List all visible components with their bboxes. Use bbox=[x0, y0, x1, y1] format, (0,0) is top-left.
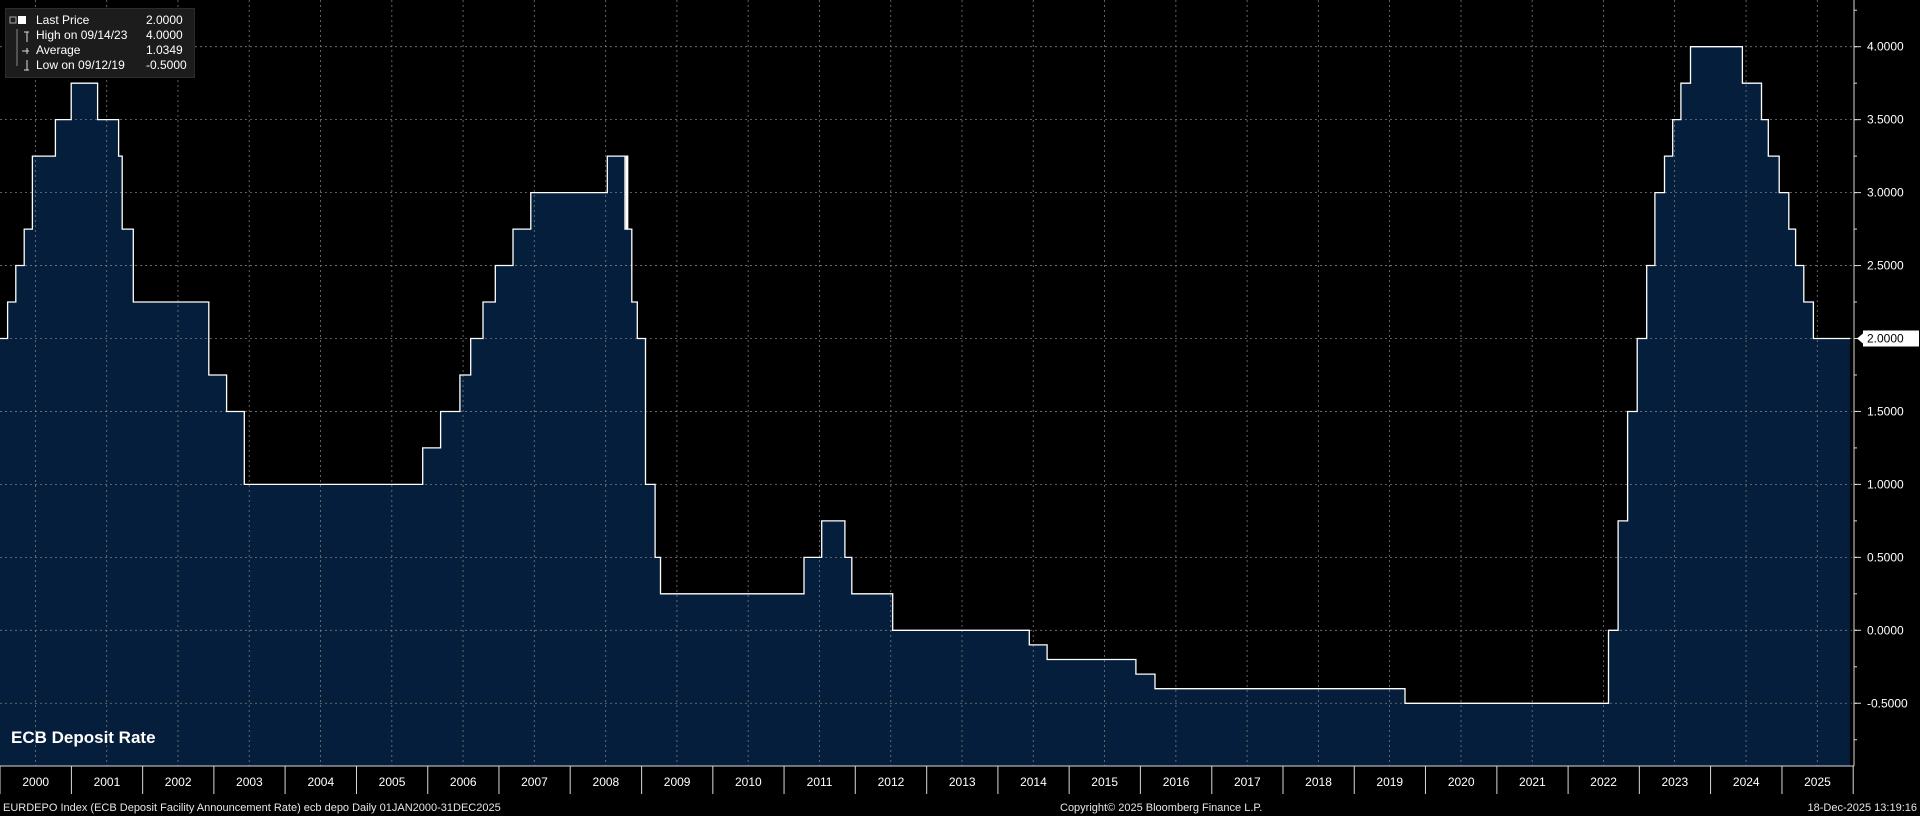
x-axis-tick-label: 2010 bbox=[735, 775, 762, 789]
low-marker-icon bbox=[9, 58, 30, 73]
x-axis-tick-label: 2025 bbox=[1804, 775, 1831, 789]
y-axis-tick-label: 4.0000 bbox=[1867, 40, 1904, 54]
chart-legend: Last Price 2.0000 High on 09/14/23 4.000… bbox=[5, 8, 195, 78]
x-axis-tick-label: 2020 bbox=[1448, 775, 1475, 789]
x-axis-tick-label: 2024 bbox=[1733, 775, 1760, 789]
y-axis-tick-label: 3.0000 bbox=[1867, 186, 1904, 200]
y-axis-tick-label: 1.5000 bbox=[1867, 404, 1904, 418]
y-axis-tick-label: 0.5000 bbox=[1867, 550, 1904, 564]
legend-label: Last Price bbox=[36, 13, 90, 27]
x-axis-tick-label: 2007 bbox=[521, 775, 548, 789]
y-axis-tick-label: 2.5000 bbox=[1867, 259, 1904, 273]
y-axis-tick-label: 1.0000 bbox=[1867, 477, 1904, 491]
x-axis-tick-label: 2011 bbox=[807, 775, 833, 789]
high-marker-icon bbox=[9, 28, 30, 43]
legend-label: High on 09/14/23 bbox=[36, 28, 128, 42]
x-axis-tick-label: 2021 bbox=[1519, 775, 1546, 789]
legend-value: -0.5000 bbox=[146, 58, 187, 72]
average-marker-icon bbox=[9, 43, 32, 58]
y-axis-tick-label: 0.0000 bbox=[1867, 623, 1904, 637]
last-value-badge bbox=[1863, 330, 1919, 347]
legend-value: 1.0349 bbox=[146, 43, 183, 57]
x-axis-tick-label: 2017 bbox=[1234, 775, 1261, 789]
legend-label: Average bbox=[36, 43, 81, 57]
filled-square-icon bbox=[9, 13, 29, 28]
last-value-pointer bbox=[1857, 333, 1863, 344]
x-axis-tick-label: 2009 bbox=[664, 775, 691, 789]
legend-value: 4.0000 bbox=[146, 28, 183, 42]
x-axis-tick-label: 2013 bbox=[949, 775, 976, 789]
last-value-label: 2.0000 bbox=[1867, 331, 1904, 345]
x-axis-tick-label: 2006 bbox=[450, 775, 477, 789]
last-value-marker: 2.0000 bbox=[1857, 330, 1919, 347]
legend-value: 2.0000 bbox=[146, 13, 183, 27]
footer-copyright: Copyright© 2025 Bloomberg Finance L.P. bbox=[1060, 802, 1263, 814]
x-axis-tick-label: 2004 bbox=[307, 775, 334, 789]
area-fill-layer bbox=[0, 46, 1851, 766]
legend-label: Low on 09/12/19 bbox=[36, 58, 125, 72]
y-axis-tick-label: 3.5000 bbox=[1867, 113, 1904, 127]
x-axis-tick-label: 2022 bbox=[1590, 775, 1617, 789]
series-area bbox=[0, 46, 1851, 766]
x-axis-tick-label: 2015 bbox=[1091, 775, 1118, 789]
y-axis-tick-labels: 4.0000 3.5000 3.0000 2.5000 2.0000 1.5000 1.00… bbox=[1854, 9, 1908, 741]
x-axis-tick-label: 2001 bbox=[94, 775, 121, 789]
x-axis-tick-label: 2005 bbox=[379, 775, 406, 789]
y-axis-tick-label: -0.5000 bbox=[1867, 696, 1908, 710]
x-axis-tick-label: 2008 bbox=[593, 775, 620, 789]
x-axis-tick-label: 2019 bbox=[1376, 775, 1403, 789]
grid-lines bbox=[0, 0, 1853, 766]
x-axis-tick-label: 2014 bbox=[1020, 775, 1047, 789]
series-line bbox=[0, 46, 1851, 704]
x-axis-tick-label: 2003 bbox=[236, 775, 263, 789]
x-axis-tick-label: 2016 bbox=[1163, 775, 1190, 789]
x-axis-tick-label: 2018 bbox=[1305, 775, 1332, 789]
x-axis-tick-label: 2002 bbox=[165, 775, 192, 789]
x-axis-tick-label: 2000 bbox=[22, 775, 49, 789]
series-line-layer bbox=[0, 46, 1851, 766]
chart-title: ECB Deposit Rate bbox=[11, 728, 156, 747]
x-axis-tick-label: 2023 bbox=[1661, 775, 1688, 789]
footer-timestamp: 18-Dec-2025 13:19:16 bbox=[1807, 802, 1917, 814]
x-axis-tick-labels: 2000 2001 2002 2003 2004 2005 2006 2007 2008 2009… bbox=[0, 766, 1854, 794]
footer-security-description: EURDEPO Index (ECB Deposit Facility Anno… bbox=[3, 802, 501, 814]
x-axis-tick-label: 2012 bbox=[878, 775, 905, 789]
